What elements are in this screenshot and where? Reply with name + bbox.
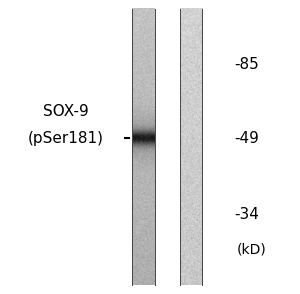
Text: -34: -34: [234, 207, 259, 222]
Text: (pSer181): (pSer181): [28, 131, 104, 146]
Text: SOX-9: SOX-9: [43, 104, 89, 119]
Text: -85: -85: [234, 57, 259, 72]
Text: (kD): (kD): [237, 243, 267, 257]
Text: -49: -49: [234, 131, 259, 146]
